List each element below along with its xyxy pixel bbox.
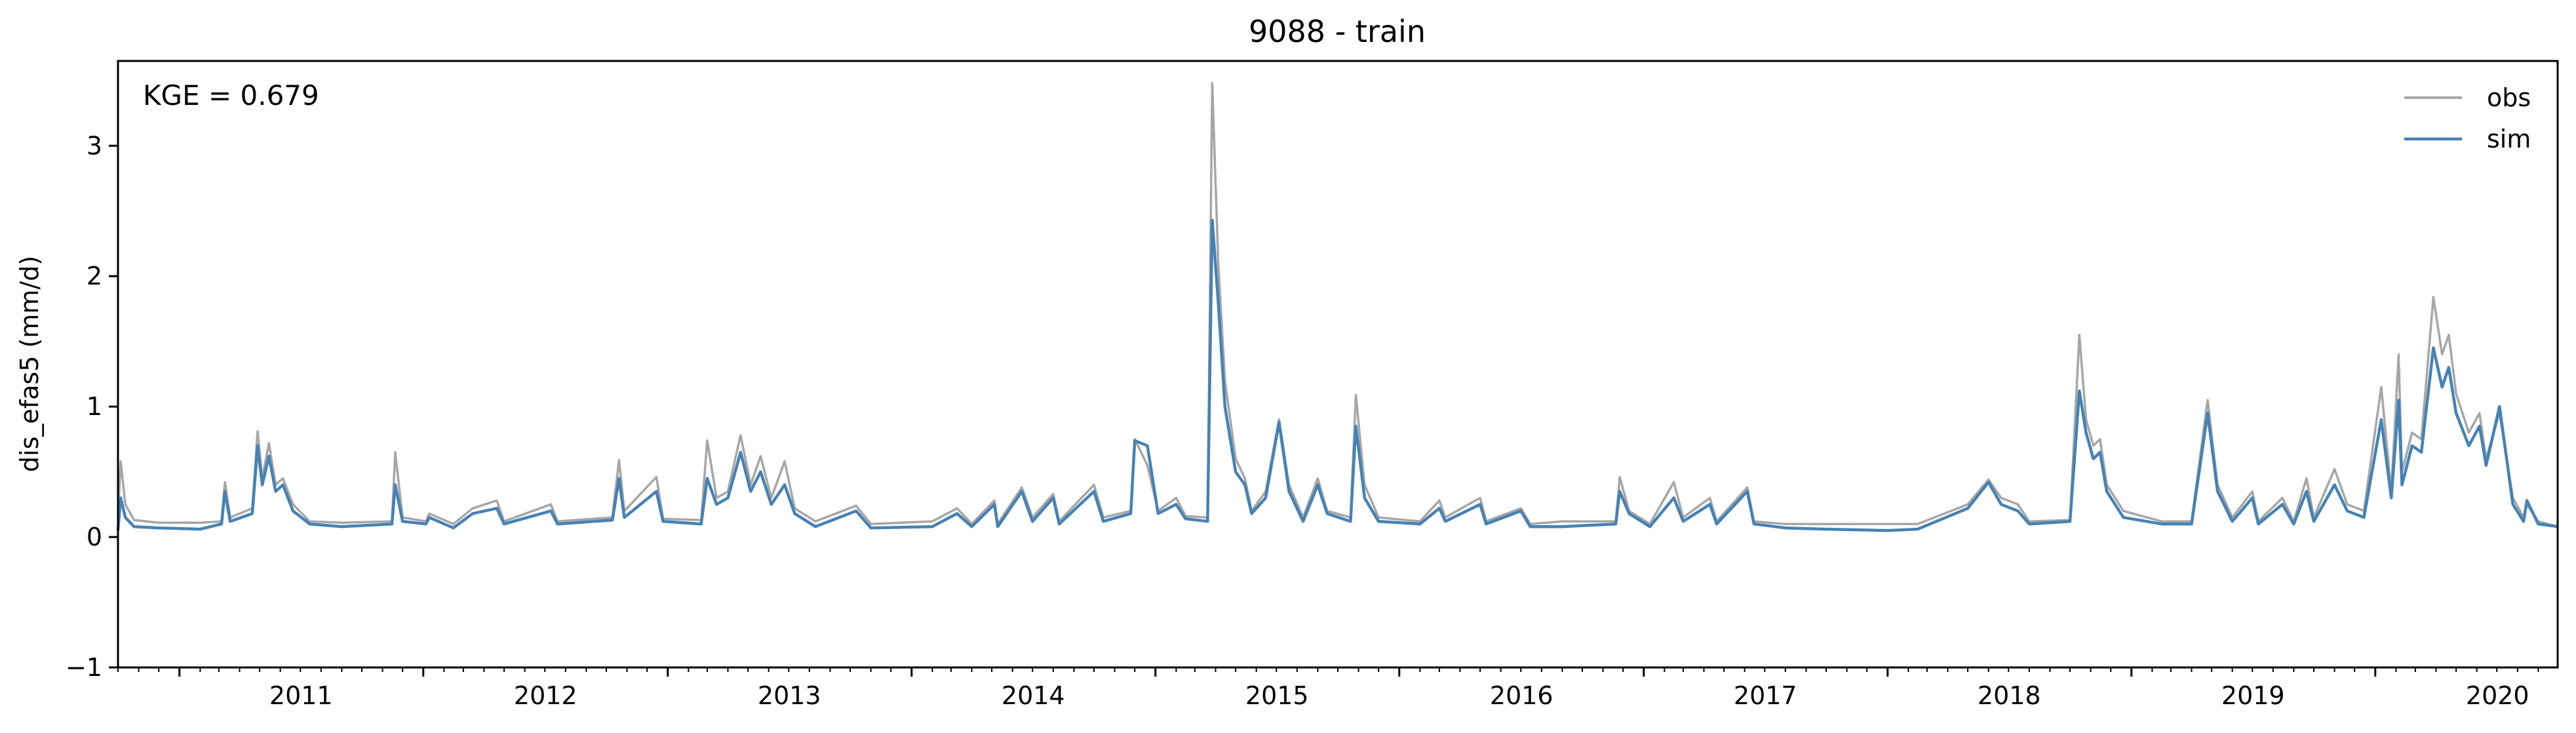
x-tick-label: 2011 (269, 681, 333, 710)
y-tick-label: 0 (87, 523, 102, 551)
kge-annotation: KGE = 0.679 (143, 79, 319, 111)
x-tick-label: 2020 (2466, 681, 2529, 710)
legend-obs-label: obs (2487, 83, 2531, 112)
y-tick-label: 2 (87, 262, 102, 290)
chart-title: 9088 - train (1249, 14, 1426, 49)
chart-legend: obs sim (2404, 83, 2531, 153)
axis-layer: −1 0 1 2 3 2011 2012 2013 2014 2015 2016 2017 2018 20… (66, 60, 2559, 710)
x-tick-label: 2015 (1245, 681, 1309, 710)
series-line-obs (117, 82, 2558, 528)
y-tick-label: −1 (66, 653, 102, 682)
x-tick-label: 2018 (1978, 681, 2041, 710)
x-tick-label: 2014 (1002, 681, 1065, 710)
x-tick-label: 2019 (2221, 681, 2285, 710)
plot-layer (116, 82, 2558, 532)
x-tick-label: 2012 (514, 681, 577, 710)
legend-sim-label: sim (2487, 125, 2531, 153)
x-tick-label: 2016 (1490, 681, 1553, 710)
y-tick-label: 1 (87, 392, 102, 421)
y-axis-label: dis_efas5 (mm/d) (15, 256, 44, 472)
x-tick-label: 2013 (758, 681, 821, 710)
x-tick-label: 2017 (1734, 681, 1797, 710)
y-tick-label: 3 (87, 131, 102, 160)
series-line-sim (116, 218, 2558, 532)
